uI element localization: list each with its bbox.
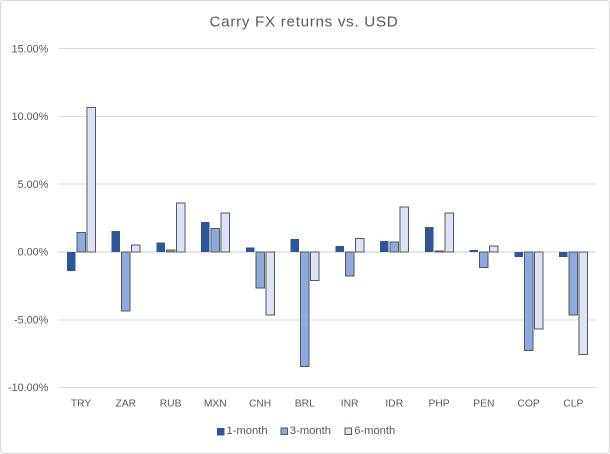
svg-text:CLP: CLP (563, 399, 583, 410)
svg-text:COP: COP (517, 399, 539, 410)
svg-text:3-month: 3-month (290, 425, 331, 437)
svg-text:10.00%: 10.00% (12, 111, 49, 123)
svg-text:Carry FX returns vs. USD: Carry FX returns vs. USD (210, 14, 399, 31)
svg-text:INR: INR (341, 399, 359, 410)
svg-text:CNH: CNH (249, 399, 271, 410)
svg-text:-10.00%: -10.00% (8, 382, 49, 394)
svg-text:5.00%: 5.00% (18, 179, 49, 191)
svg-text:1-month: 1-month (227, 425, 268, 437)
svg-text:0.00%: 0.00% (18, 247, 49, 259)
svg-text:6-month: 6-month (354, 425, 395, 437)
svg-text:-5.00%: -5.00% (14, 314, 49, 326)
svg-text:ZAR: ZAR (115, 399, 136, 410)
svg-text:MXN: MXN (204, 399, 227, 410)
svg-text:RUB: RUB (160, 399, 182, 410)
svg-text:PEN: PEN (473, 399, 494, 410)
svg-text:IDR: IDR (385, 399, 403, 410)
svg-text:PHP: PHP (429, 399, 450, 410)
svg-text:15.00%: 15.00% (12, 43, 49, 55)
svg-text:TRY: TRY (71, 399, 92, 410)
svg-text:BRL: BRL (295, 399, 315, 410)
